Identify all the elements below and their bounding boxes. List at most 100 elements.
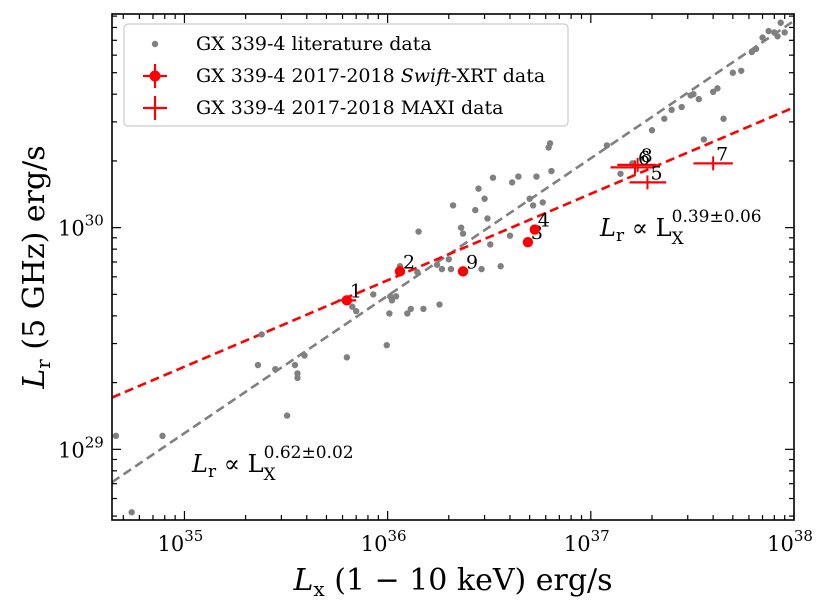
literature-point bbox=[352, 307, 360, 315]
x-tick-label: 1038 bbox=[767, 527, 813, 556]
legend-label-maxi: GX 339-4 2017-2018 MAXI data bbox=[196, 97, 503, 119]
literature-point bbox=[294, 370, 301, 377]
swift-point bbox=[522, 236, 534, 248]
axis-ticks bbox=[112, 14, 795, 520]
legend-box bbox=[123, 23, 569, 127]
plot-frame bbox=[111, 13, 795, 521]
fit-annotation-literature: Lr ∝ LX0.62±0.02 bbox=[191, 443, 354, 485]
point-label: 1 bbox=[350, 280, 362, 302]
literature-point bbox=[617, 170, 624, 177]
literature-point bbox=[301, 352, 308, 359]
fit-lines bbox=[112, 19, 794, 484]
literature-point bbox=[487, 241, 494, 248]
literature-point bbox=[388, 297, 396, 304]
literature-point bbox=[254, 361, 262, 369]
literature-point bbox=[709, 88, 717, 96]
literature-point bbox=[489, 174, 497, 181]
literature-point bbox=[720, 115, 727, 122]
literature-point bbox=[438, 265, 446, 273]
y-axis-label: Lr (5 GHz) erg/s bbox=[17, 145, 55, 389]
literature-point bbox=[548, 167, 555, 175]
literature-point bbox=[445, 256, 452, 263]
literature-point bbox=[529, 202, 537, 209]
literature-point bbox=[777, 19, 784, 26]
new-data-points: 129348657 bbox=[338, 143, 733, 306]
legend-marker-literature bbox=[151, 40, 159, 48]
swift-point bbox=[529, 224, 540, 235]
literature-point bbox=[478, 265, 485, 273]
literature-point bbox=[729, 69, 737, 76]
literature-point bbox=[449, 202, 457, 209]
literature-point bbox=[436, 301, 443, 308]
literature-point bbox=[781, 29, 788, 36]
literature-point bbox=[774, 33, 781, 40]
y-tick-label: 1030 bbox=[58, 212, 104, 241]
literature-point bbox=[386, 310, 393, 317]
literature-point bbox=[752, 45, 760, 53]
fit-line-new-data-fit bbox=[112, 106, 794, 399]
literature-point bbox=[457, 224, 465, 231]
legend: GX 339-4 literature data GX 339-4 2017-2… bbox=[123, 23, 569, 127]
point-label: 8 bbox=[641, 145, 653, 167]
literature-point bbox=[539, 199, 546, 206]
literature-point bbox=[661, 115, 668, 122]
literature-point bbox=[272, 365, 279, 373]
literature-point bbox=[690, 90, 697, 98]
point-label: 2 bbox=[403, 251, 415, 273]
literature-point bbox=[404, 310, 411, 317]
literature-point bbox=[392, 293, 400, 300]
literature-point bbox=[515, 173, 522, 180]
literature-point bbox=[258, 331, 265, 338]
literature-point bbox=[526, 195, 533, 202]
legend-marker-maxi bbox=[143, 96, 167, 120]
tick-labels: 1035 1036 1037 1038 1029 1030 bbox=[58, 212, 813, 556]
point-label: 5 bbox=[650, 162, 662, 184]
literature-point bbox=[700, 136, 708, 143]
literature-point bbox=[447, 265, 455, 273]
point-label: 4 bbox=[538, 210, 550, 232]
literature-point bbox=[349, 303, 356, 310]
x-tick-label: 1035 bbox=[158, 527, 204, 556]
literature-point bbox=[459, 230, 467, 237]
literature-point bbox=[294, 374, 301, 382]
legend-label-swift: GX 339-4 2017-2018 Swift-XRT data bbox=[196, 65, 545, 87]
legend-label-literature: GX 339-4 literature data bbox=[196, 33, 432, 55]
literature-point bbox=[283, 412, 291, 419]
literature-point bbox=[415, 228, 422, 235]
swift-point bbox=[457, 266, 469, 277]
x-axis-label: Lx (1 − 10 keV) erg/s bbox=[292, 563, 612, 601]
y-tick-label: 1029 bbox=[58, 433, 104, 462]
literature-point bbox=[343, 354, 351, 361]
point-label: 6 bbox=[638, 147, 650, 169]
point-label: 9 bbox=[466, 251, 478, 273]
literature-point bbox=[533, 173, 540, 180]
literature-point bbox=[420, 305, 427, 313]
literature-point bbox=[128, 509, 135, 516]
fit-annotation-new: Lr ∝ LX0.39±0.06 bbox=[599, 207, 762, 249]
literature-point bbox=[407, 305, 414, 313]
literature-point bbox=[506, 232, 514, 239]
literature-point bbox=[648, 127, 656, 134]
literature-point bbox=[291, 361, 299, 369]
literature-point bbox=[546, 140, 554, 147]
literature-point bbox=[484, 215, 491, 222]
legend-marker-swift bbox=[143, 64, 167, 88]
literature-point bbox=[383, 341, 390, 349]
literature-point bbox=[433, 261, 441, 268]
literature-point bbox=[475, 185, 482, 192]
literature-points bbox=[112, 19, 788, 516]
literature-point bbox=[668, 106, 675, 114]
literature-point bbox=[738, 67, 745, 74]
swift-point bbox=[341, 295, 353, 306]
literature-point bbox=[695, 95, 703, 103]
swift-point bbox=[394, 266, 406, 277]
literature-point bbox=[714, 85, 721, 92]
literature-point bbox=[765, 27, 772, 35]
literature-point bbox=[759, 34, 766, 41]
literature-point bbox=[508, 179, 516, 186]
literature-point bbox=[112, 432, 120, 440]
point-label: 7 bbox=[716, 143, 728, 165]
literature-point bbox=[472, 206, 479, 214]
literature-point bbox=[481, 195, 488, 202]
